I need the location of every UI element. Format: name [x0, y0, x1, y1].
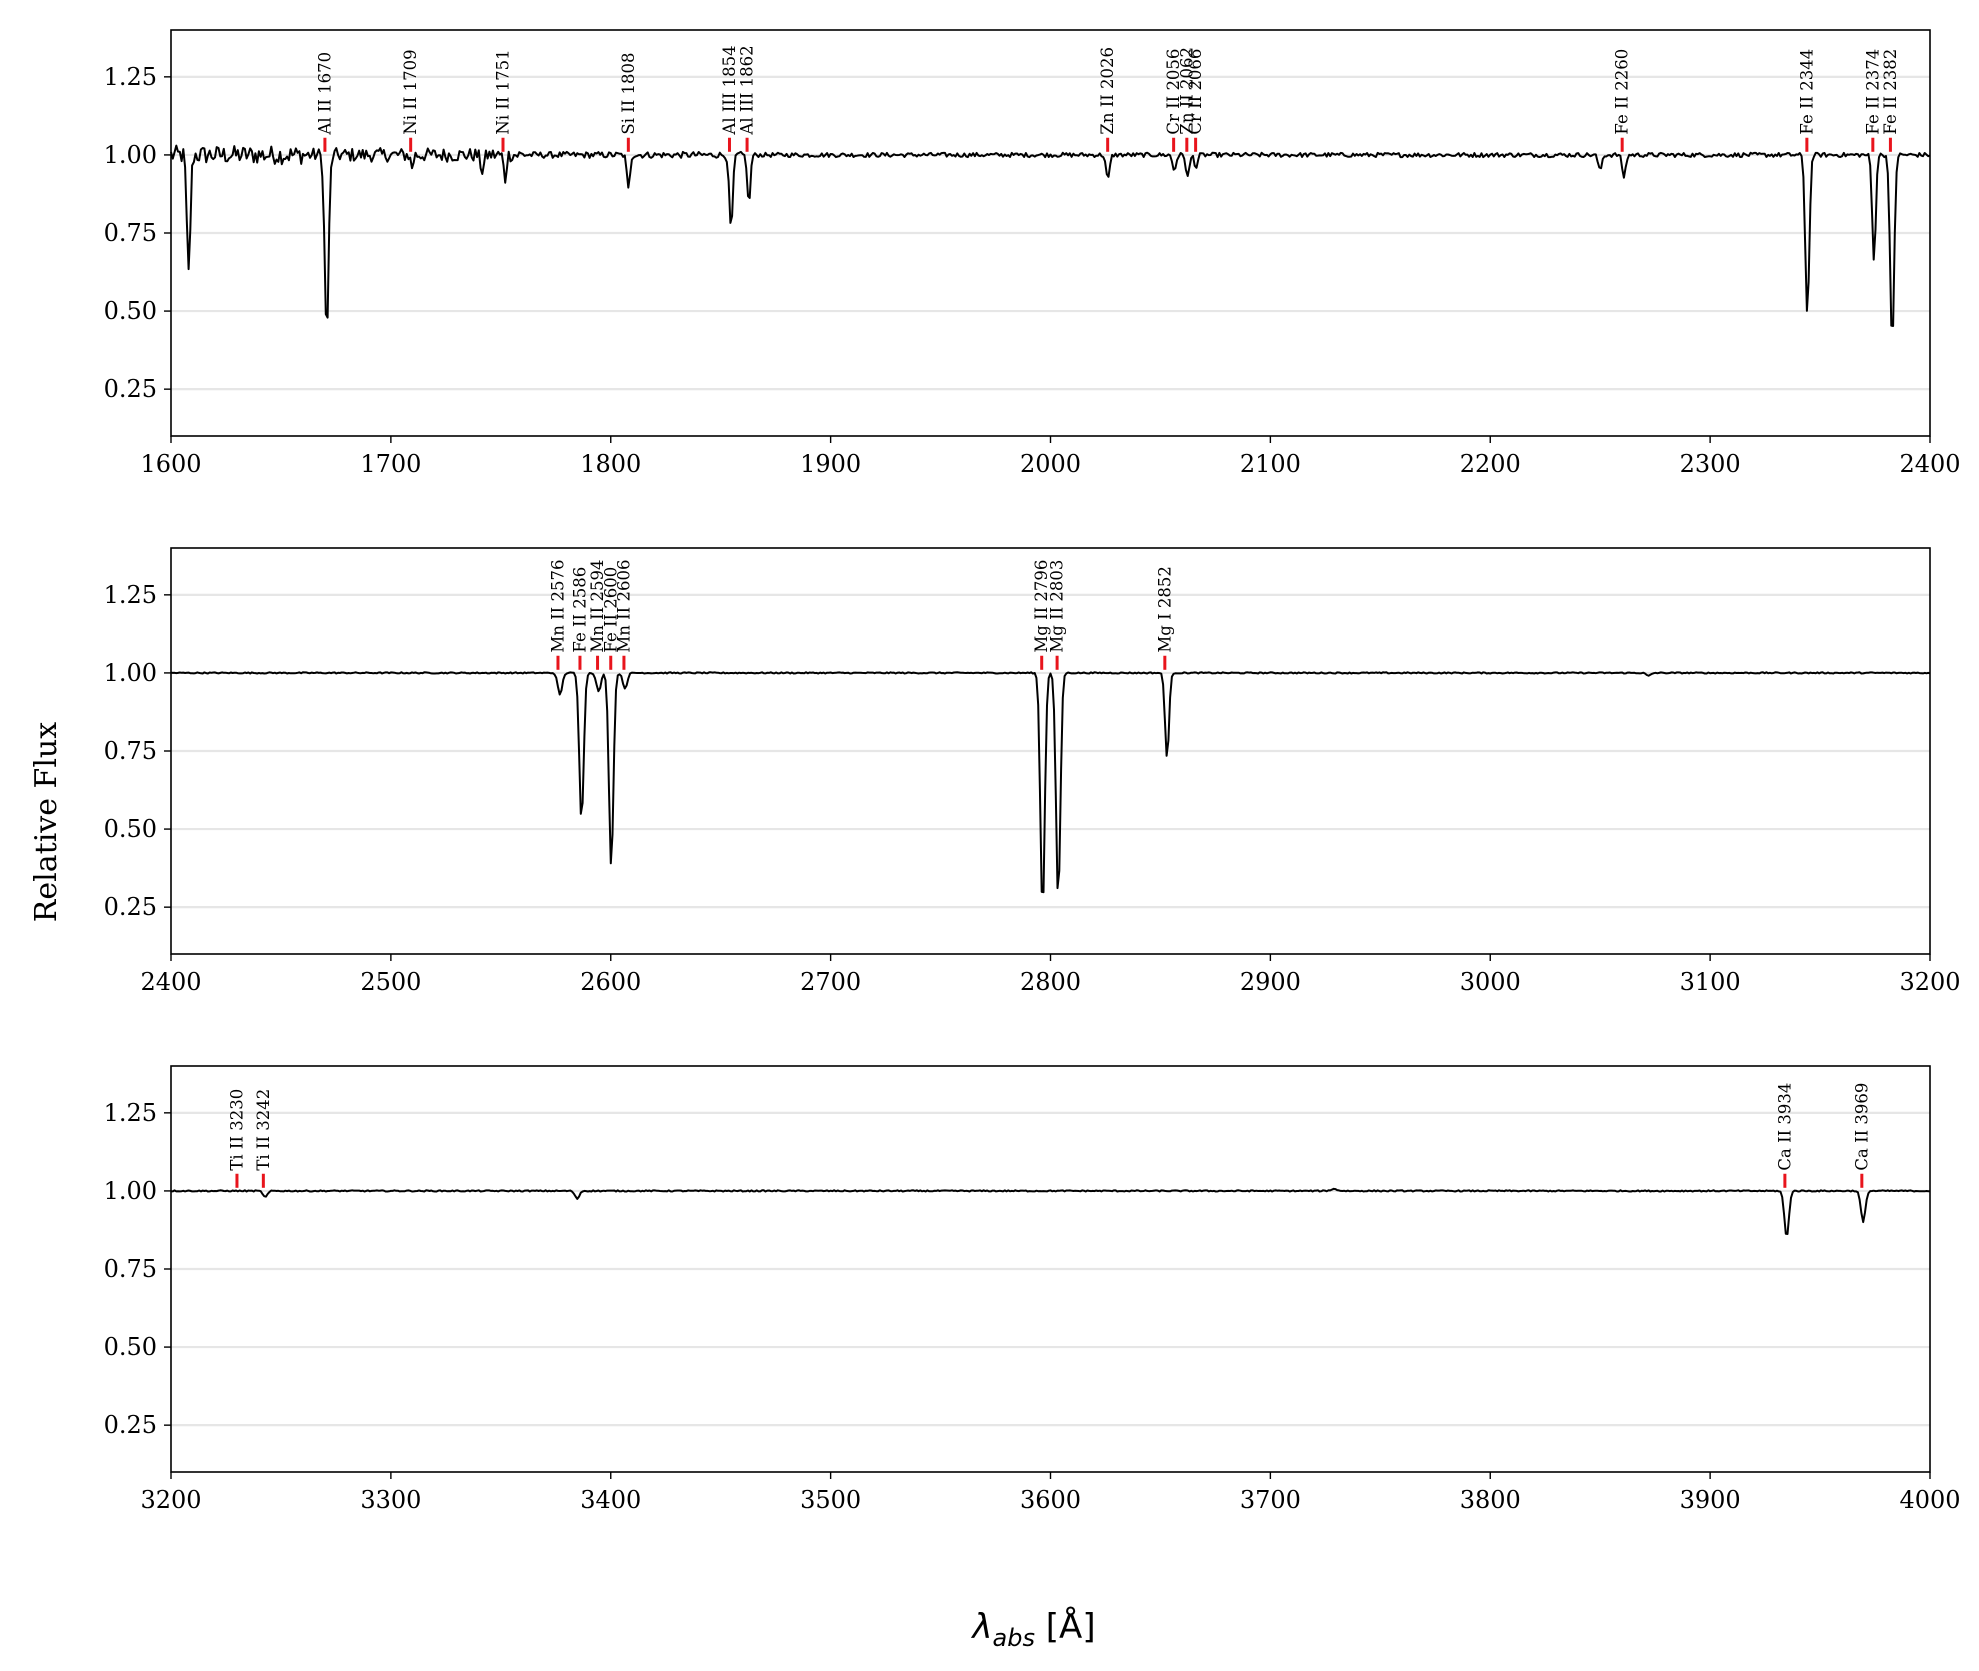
y-tick-label: 0.25 — [104, 375, 157, 403]
x-tick-label: 3400 — [580, 1486, 641, 1514]
x-tick-label: 3200 — [1899, 968, 1960, 996]
x-tick-label: 2400 — [1899, 450, 1960, 478]
x-tick-label: 3800 — [1460, 1486, 1521, 1514]
line-label: Cr II 2066 — [1186, 49, 1205, 135]
line-label: Fe II 2260 — [1613, 49, 1632, 135]
x-tick-label: 2000 — [1020, 450, 1081, 478]
y-tick-label: 0.50 — [104, 297, 157, 325]
y-tick-label: 1.25 — [104, 1099, 157, 1127]
x-tick-label: 1900 — [800, 450, 861, 478]
line-label: Al III 1854 — [720, 45, 739, 135]
x-tick-label: 2400 — [140, 968, 201, 996]
line-label: Si II 1808 — [619, 52, 638, 134]
y-tick-label: 1.00 — [104, 1177, 157, 1205]
line-label: Ca II 3969 — [1852, 1083, 1871, 1171]
line-label: Fe II 2382 — [1881, 49, 1900, 135]
panel-1: 0.25 0.50 0.75 1.00 1.25 1600 1700 1800 1900 2000… — [104, 29, 1961, 478]
line-label: Cr II 2056 — [1164, 49, 1183, 135]
y-tick-label: 1.00 — [104, 141, 157, 169]
y-tick-label: 0.25 — [104, 1411, 157, 1439]
line-label: Al II 1670 — [315, 52, 334, 136]
x-axis-title: λabs [Å] — [970, 1606, 1095, 1652]
x-tick-label: 3200 — [140, 1486, 201, 1514]
y-tick-label: 0.75 — [104, 1255, 157, 1283]
x-tick-label: 2600 — [580, 968, 641, 996]
x-tick-label: 1800 — [580, 450, 641, 478]
line-label: Zn II 2062 — [1177, 47, 1196, 135]
x-tick-label: 3500 — [800, 1486, 861, 1514]
line-label: Mg I 2852 — [1155, 566, 1174, 652]
line-label: Ni II 1751 — [494, 49, 513, 134]
y-tick-label: 1.25 — [104, 581, 157, 609]
line-label: Al III 1862 — [738, 45, 757, 135]
line-label: Ti II 3242 — [254, 1089, 273, 1171]
x-tick-label: 3600 — [1020, 1486, 1081, 1514]
panel-2: 0.25 0.50 0.75 1.00 1.25 2400 2500 2600 2700 2800… — [104, 547, 1961, 996]
x-tick-label: 1600 — [140, 450, 201, 478]
y-tick-label: 1.00 — [104, 659, 157, 687]
spectrum-line — [170, 1187, 1930, 1235]
y-tick-label: 0.25 — [104, 893, 157, 921]
x-tick-label: 3700 — [1240, 1486, 1301, 1514]
line-label: Mg II 2796 — [1032, 560, 1051, 653]
x-tick-label: 3100 — [1680, 968, 1741, 996]
spectrum-line — [170, 144, 1931, 327]
x-tick-label: 1700 — [360, 450, 421, 478]
line-label: Ca II 3934 — [1775, 1083, 1794, 1171]
y-tick-label: 0.75 — [104, 219, 157, 247]
panel-frame — [170, 547, 1931, 955]
line-label: Mn II 2576 — [549, 560, 568, 653]
line-label: Mg II 2803 — [1048, 560, 1067, 653]
x-tick-label: 2200 — [1460, 450, 1521, 478]
line-label: Fe II 2344 — [1797, 49, 1816, 135]
line-label: Ti II 3230 — [228, 1089, 247, 1171]
y-tick-label: 0.50 — [104, 815, 157, 843]
x-tick-label: 3000 — [1460, 968, 1521, 996]
x-tick-label: 2100 — [1240, 450, 1301, 478]
x-tick-label: 3900 — [1680, 1486, 1741, 1514]
line-label: Fe II 2600 — [601, 567, 620, 653]
x-tick-label: 2900 — [1240, 968, 1301, 996]
line-label: Zn II 2026 — [1098, 47, 1117, 135]
panels: 0.25 0.50 0.75 1.00 1.25 1600 1700 1800 1900 2000… — [104, 29, 1961, 1514]
line-label: Ni II 1709 — [401, 49, 420, 134]
line-label: Fe II 2586 — [571, 567, 590, 653]
line-label: Mn II 2606 — [614, 560, 633, 653]
spectrum-line — [170, 671, 1931, 894]
y-tick-label: 0.50 — [104, 1333, 157, 1361]
x-tick-label: 2500 — [360, 968, 421, 996]
line-label: Mn II 2594 — [588, 560, 607, 653]
x-tick-label: 2700 — [800, 968, 861, 996]
panel-frame — [170, 1065, 1931, 1473]
y-tick-label: 0.75 — [104, 737, 157, 765]
line-label: Fe II 2374 — [1863, 49, 1882, 135]
x-tick-label: 2800 — [1020, 968, 1081, 996]
panel-3: 0.25 0.50 0.75 1.00 1.25 3200 3300 3400 3500 3600… — [104, 1065, 1961, 1514]
x-tick-label: 2300 — [1680, 450, 1741, 478]
panel-frame — [170, 29, 1931, 437]
x-tick-label: 4000 — [1899, 1486, 1960, 1514]
y-axis-title: Relative Flux — [29, 722, 64, 922]
y-tick-label: 1.25 — [104, 63, 157, 91]
x-tick-label: 3300 — [360, 1486, 421, 1514]
